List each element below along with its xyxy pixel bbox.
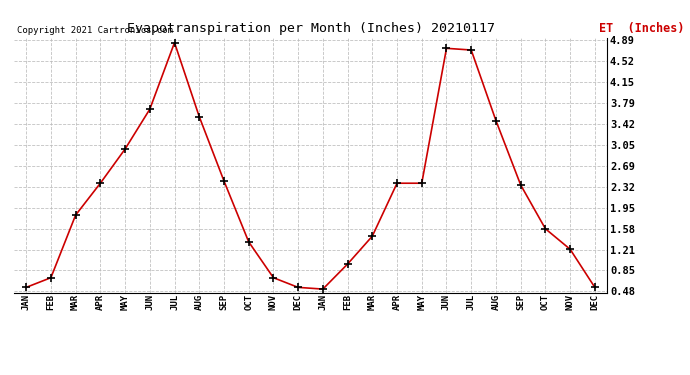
Point <box>441 45 452 51</box>
Point <box>367 233 378 239</box>
Point <box>46 275 57 281</box>
Point <box>589 284 600 290</box>
Text: Copyright 2021 Cartronics.com: Copyright 2021 Cartronics.com <box>17 26 172 35</box>
Point <box>70 212 81 218</box>
Point <box>144 106 155 112</box>
Point <box>416 180 427 186</box>
Point <box>268 275 279 281</box>
Point <box>342 261 353 267</box>
Title: Evapotranspiration per Month (Inches) 20210117: Evapotranspiration per Month (Inches) 20… <box>126 22 495 35</box>
Point <box>317 286 328 292</box>
Point <box>466 47 477 53</box>
Point <box>219 178 230 184</box>
Point <box>95 180 106 186</box>
Text: ET  (Inches): ET (Inches) <box>599 22 684 35</box>
Point <box>293 284 304 290</box>
Point <box>540 226 551 232</box>
Point <box>391 180 402 186</box>
Point <box>515 182 526 188</box>
Point <box>119 146 130 152</box>
Point <box>194 114 205 120</box>
Point <box>564 246 575 252</box>
Point <box>243 239 254 245</box>
Point <box>169 40 180 46</box>
Point <box>21 284 32 290</box>
Point <box>491 118 502 124</box>
